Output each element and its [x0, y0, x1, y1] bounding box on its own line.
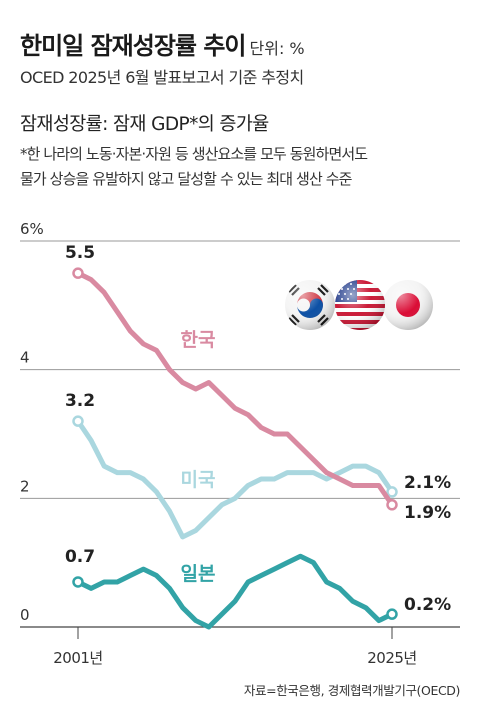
japan-end-point [386, 608, 398, 620]
south-korea-flag-icon [285, 280, 335, 330]
y-tick-label: 6% [20, 220, 44, 238]
japan-start-point [72, 576, 84, 588]
usa-series-line [75, 418, 395, 540]
usa-start-point [72, 415, 84, 427]
definition-line-2: 물가 상승을 유발하지 않고 달성할 수 있는 최대 생산 수준 [20, 170, 352, 188]
usa-end-label: 2.1% [404, 473, 451, 493]
korea-end-label: 1.9% [404, 503, 451, 523]
usa-start-label: 3.2 [65, 391, 95, 411]
data-labels: 한국 5.5 1.9% 미국 3.2 2.1% 일본 0.7 0.2% [65, 243, 451, 615]
japan-series-name: 일본 [181, 563, 216, 585]
usa-flag-icon [335, 280, 385, 330]
definition-line-1: *한 나라의 노동·자본·자원 등 생산요소를 모두 동원하면서도 [20, 145, 368, 163]
y-tick-label: 0 [20, 606, 30, 624]
korea-start-label: 5.5 [65, 243, 95, 263]
flags [285, 280, 433, 330]
definition-heading: 잠재성장률: 잠재 GDP*의 증가율 [20, 114, 269, 135]
y-tick-label: 4 [20, 349, 30, 367]
japan-end-label: 0.2% [404, 595, 451, 615]
source-note: 자료=한국은행, 경제협력개발기구(OECD) [243, 683, 460, 698]
japan-flag-icon [383, 280, 433, 330]
series-lines [72, 267, 398, 630]
usa-end-point [386, 486, 398, 498]
x-tick-label: 2001년 [53, 649, 102, 667]
japan-start-label: 0.7 [65, 547, 95, 567]
korea-series-name: 한국 [181, 329, 216, 351]
korea-series-line [75, 270, 395, 508]
korea-end-point [386, 499, 398, 511]
y-tick-label: 2 [20, 477, 30, 495]
chart-title: 한미일 잠재성장률 추이 단위: % [20, 32, 305, 60]
japan-series-line [75, 553, 395, 630]
chart-subtitle: OCED 2025년 6월 발표보고서 기준 추정치 [20, 68, 304, 87]
unit-label: 단위: % [249, 39, 305, 58]
usa-series-name: 미국 [181, 469, 216, 491]
x-tick-label: 2025년 [367, 649, 416, 667]
korea-start-point [72, 267, 84, 279]
